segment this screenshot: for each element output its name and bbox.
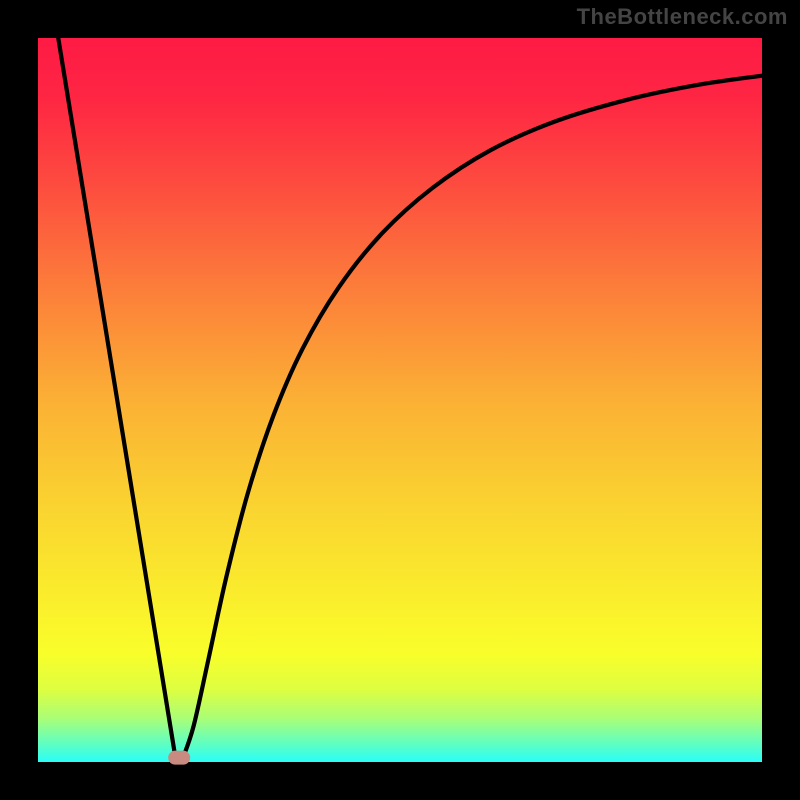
minimum-marker (168, 751, 190, 765)
chart-container: TheBottleneck.com (0, 0, 800, 800)
bottleneck-chart (0, 0, 800, 800)
plot-background (38, 38, 762, 762)
watermark-text: TheBottleneck.com (577, 4, 788, 30)
